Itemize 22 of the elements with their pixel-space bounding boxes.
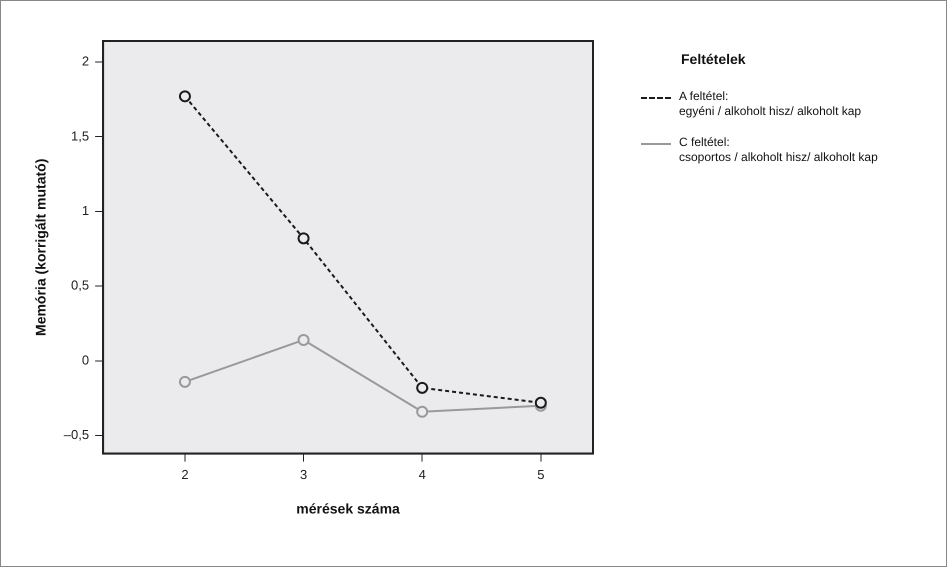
x-tick-label: 3 bbox=[300, 466, 308, 482]
y-tick-label: 1,5 bbox=[71, 128, 90, 144]
x-tick-label: 4 bbox=[418, 466, 426, 482]
point bbox=[534, 396, 547, 409]
y-tick-label: 0 bbox=[82, 352, 90, 368]
x-axis-title: mérések száma bbox=[296, 500, 400, 516]
legend-label: A feltétel: egyéni / alkoholt hisz/ alkoholt kap bbox=[679, 89, 862, 119]
x-tick-label: 2 bbox=[181, 466, 189, 482]
x-tick-label: 5 bbox=[537, 466, 544, 482]
point bbox=[416, 406, 428, 418]
y-tick-label: 1 bbox=[82, 203, 90, 218]
point bbox=[178, 376, 191, 388]
point bbox=[298, 232, 310, 244]
point bbox=[298, 334, 310, 346]
y-tick-label: 2 bbox=[82, 54, 90, 69]
legend-title: Feltételek bbox=[681, 51, 747, 67]
y-tick-label: –0,5 bbox=[64, 427, 90, 442]
legend-label: C feltétel: csoportos / alkoholt hisz/ alkoholt kap bbox=[679, 135, 878, 165]
y-tick-label: 0,5 bbox=[71, 278, 90, 293]
y-axis-title: Memória (korrigált mutató) bbox=[32, 158, 48, 336]
point bbox=[178, 90, 191, 102]
point bbox=[416, 382, 428, 394]
